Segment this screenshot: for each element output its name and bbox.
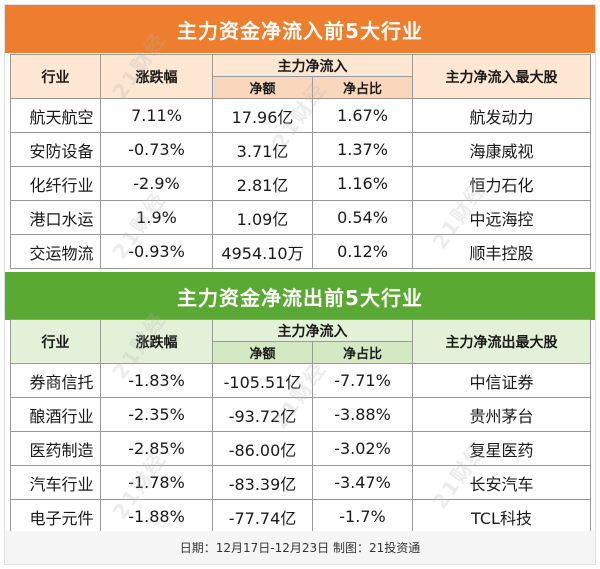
- net-ratio-cell: -3.88%: [312, 397, 413, 432]
- net-amount-cell: 17.96亿: [212, 98, 313, 133]
- footer-credit: 日期：12月17日-12月23日 制图：21投资通: [5, 531, 595, 564]
- industry-cell: 汽车行业: [10, 465, 101, 500]
- outflow-header-top-stock: 主力净流出最大股: [412, 319, 591, 364]
- top-stock-cell: 海康威视: [412, 132, 591, 167]
- top-stock-cell: 航发动力: [412, 98, 591, 133]
- infographic-frame: [4, 4, 596, 565]
- outflow-table: 行业 涨跌幅 主力净流入 主力净流出最大股 净额 净占比 券商信托 -1.83%…: [10, 319, 591, 534]
- inflow-header-top-stock: 主力净流入最大股: [412, 54, 591, 99]
- change-cell: -1.88%: [100, 499, 213, 534]
- net-amount-cell: 4954.10万: [212, 234, 313, 269]
- table-row: 酿酒行业 -2.35% -93.72亿 -3.88% 贵州茅台: [10, 397, 591, 432]
- change-cell: -2.35%: [100, 397, 213, 432]
- outflow-header-net-amount: 净额: [212, 341, 313, 364]
- net-ratio-cell: -7.71%: [312, 363, 413, 398]
- net-amount-cell: 2.81亿: [212, 166, 313, 201]
- net-ratio-cell: 0.54%: [312, 200, 413, 235]
- top-stock-cell: 复星医药: [412, 431, 591, 466]
- inflow-title: 主力资金净流入前5大行业: [5, 5, 595, 53]
- inflow-header-change: 涨跌幅: [100, 54, 213, 99]
- change-cell: 1.9%: [100, 200, 213, 235]
- table-row: 医药制造 -2.85% -86.00亿 -3.02% 复星医药: [10, 431, 591, 466]
- industry-cell: 医药制造: [10, 431, 101, 466]
- industry-cell: 电子元件: [10, 499, 101, 534]
- change-cell: -0.93%: [100, 234, 213, 269]
- top-stock-cell: TCL科技: [412, 499, 591, 534]
- outflow-header-net-ratio: 净占比: [312, 341, 413, 364]
- net-ratio-cell: 0.12%: [312, 234, 413, 269]
- industry-cell: 酿酒行业: [10, 397, 101, 432]
- inflow-header-net-ratio: 净占比: [312, 76, 413, 99]
- industry-cell: 航天航空: [10, 98, 101, 133]
- table-row: 安防设备 -0.73% 3.71亿 1.37% 海康威视: [10, 132, 591, 167]
- top-stock-cell: 顺丰控股: [412, 234, 591, 269]
- top-stock-cell: 长安汽车: [412, 465, 591, 500]
- inflow-header-industry: 行业: [10, 54, 101, 99]
- net-ratio-cell: 1.16%: [312, 166, 413, 201]
- net-amount-cell: -105.51亿: [212, 363, 313, 398]
- industry-cell: 交运物流: [10, 234, 101, 269]
- change-cell: -0.73%: [100, 132, 213, 167]
- net-amount-cell: -86.00亿: [212, 431, 313, 466]
- change-cell: -2.9%: [100, 166, 213, 201]
- inflow-table: 行业 涨跌幅 主力净流入 主力净流入最大股 净额 净占比 航天航空 7.11% …: [10, 54, 591, 269]
- change-cell: 7.11%: [100, 98, 213, 133]
- net-ratio-cell: 1.37%: [312, 132, 413, 167]
- table-row: 化纤行业 -2.9% 2.81亿 1.16% 恒力石化: [10, 166, 591, 201]
- net-amount-cell: 1.09亿: [212, 200, 313, 235]
- industry-cell: 安防设备: [10, 132, 101, 167]
- table-row: 电子元件 -1.88% -77.74亿 -1.7% TCL科技: [10, 499, 591, 534]
- table-row: 航天航空 7.11% 17.96亿 1.67% 航发动力: [10, 98, 591, 133]
- industry-cell: 化纤行业: [10, 166, 101, 201]
- table-row: 交运物流 -0.93% 4954.10万 0.12% 顺丰控股: [10, 234, 591, 269]
- table-row: 汽车行业 -1.78% -83.39亿 -3.47% 长安汽车: [10, 465, 591, 500]
- outflow-header-main-net: 主力净流入: [212, 319, 413, 342]
- net-amount-cell: -93.72亿: [212, 397, 313, 432]
- top-stock-cell: 恒力石化: [412, 166, 591, 201]
- net-ratio-cell: -1.7%: [312, 499, 413, 534]
- net-amount-cell: -83.39亿: [212, 465, 313, 500]
- top-stock-cell: 贵州茅台: [412, 397, 591, 432]
- industry-cell: 券商信托: [10, 363, 101, 398]
- outflow-header-industry: 行业: [10, 319, 101, 364]
- change-cell: -1.78%: [100, 465, 213, 500]
- change-cell: -2.85%: [100, 431, 213, 466]
- table-row: 券商信托 -1.83% -105.51亿 -7.71% 中信证券: [10, 363, 591, 398]
- net-ratio-cell: -3.02%: [312, 431, 413, 466]
- inflow-header-main-net: 主力净流入: [212, 54, 413, 77]
- net-amount-cell: -77.74亿: [212, 499, 313, 534]
- net-ratio-cell: -3.47%: [312, 465, 413, 500]
- top-stock-cell: 中信证券: [412, 363, 591, 398]
- top-stock-cell: 中远海控: [412, 200, 591, 235]
- net-amount-cell: 3.71亿: [212, 132, 313, 167]
- inflow-header-net-amount: 净额: [212, 76, 313, 99]
- outflow-header-change: 涨跌幅: [100, 319, 213, 364]
- change-cell: -1.83%: [100, 363, 213, 398]
- table-row: 港口水运 1.9% 1.09亿 0.54% 中远海控: [10, 200, 591, 235]
- net-ratio-cell: 1.67%: [312, 98, 413, 133]
- outflow-title: 主力资金净流出前5大行业: [5, 272, 595, 320]
- industry-cell: 港口水运: [10, 200, 101, 235]
